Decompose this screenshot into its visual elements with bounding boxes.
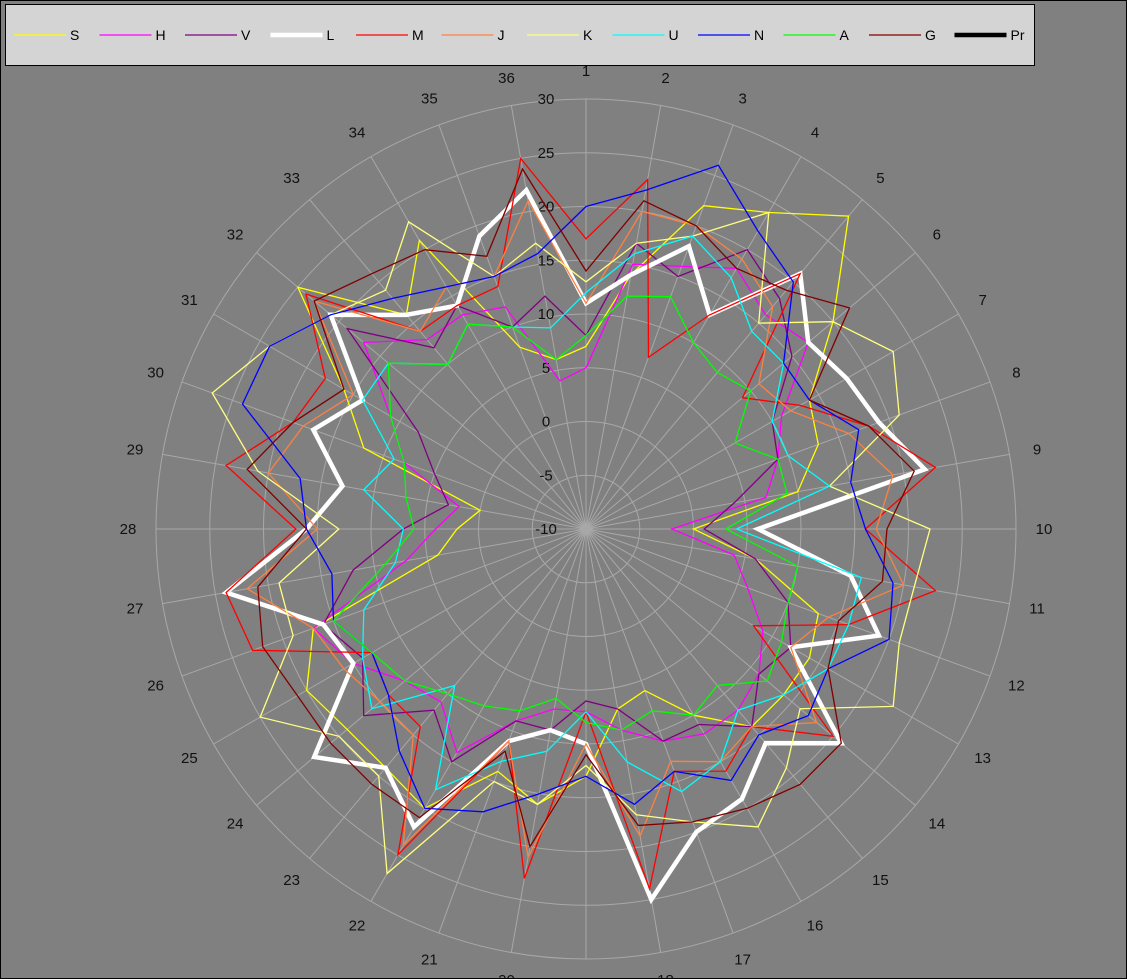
category-label: 28 [120, 521, 137, 538]
series-line-U [361, 235, 863, 793]
series-line-L [221, 186, 929, 905]
category-label: 25 [181, 750, 198, 767]
legend-label-V: V [241, 27, 251, 43]
category-label: 9 [1033, 441, 1041, 458]
spoke-line [510, 105, 587, 530]
legend-label-K: K [583, 27, 593, 43]
spoke-line [256, 252, 587, 530]
legend-label-Pr: Pr [1011, 27, 1025, 43]
spoke-line [370, 156, 587, 530]
legend-label-M: M [412, 27, 424, 43]
spoke-line [585, 528, 734, 934]
spoke-line [181, 381, 587, 530]
category-label: 32 [227, 227, 244, 244]
category-label: 14 [929, 815, 946, 832]
spoke-line [162, 528, 587, 605]
radial-tick-label: -5 [539, 467, 552, 484]
category-label: 36 [498, 70, 515, 87]
category-label: 1 [582, 63, 590, 80]
spoke-line [585, 124, 734, 530]
spoke-line [438, 528, 587, 934]
spoke-line [585, 528, 662, 953]
category-label: 20 [498, 972, 515, 978]
category-label: 2 [661, 70, 669, 87]
category-label: 4 [811, 124, 819, 141]
spoke-line [181, 528, 587, 677]
spoke-line [585, 528, 959, 745]
category-label: 12 [1008, 678, 1025, 695]
radial-tick-label: -10 [535, 521, 557, 538]
spoke-line [162, 453, 587, 530]
category-label: 7 [978, 292, 986, 309]
category-label: 18 [657, 972, 674, 978]
radial-tick-label: 0 [542, 414, 550, 431]
category-label: 21 [421, 951, 438, 968]
category-label: 5 [876, 170, 884, 187]
legend-label-U: U [669, 27, 679, 43]
series-line-A [332, 295, 799, 731]
spoke-line [585, 528, 916, 806]
category-label: 29 [127, 441, 144, 458]
category-label: 23 [283, 872, 300, 889]
legend-label-N: N [754, 27, 764, 43]
spoke-line [510, 528, 587, 953]
spoke-line [585, 105, 662, 530]
radial-tick-label: 15 [538, 252, 555, 269]
legend-label-H: H [156, 27, 166, 43]
legend-svg: S H V L M J K U N A G Pr [14, 27, 1025, 43]
category-label: 3 [738, 91, 746, 108]
legend-label-G: G [925, 27, 936, 43]
category-label: 35 [421, 91, 438, 108]
legend-label-J: J [498, 27, 505, 43]
category-label: 11 [1029, 601, 1045, 618]
spoke-line [585, 528, 863, 859]
category-label: 24 [227, 815, 244, 832]
category-label: 15 [872, 872, 889, 889]
category-label: 30 [147, 364, 164, 381]
category-label: 6 [933, 227, 941, 244]
spoke-line [370, 528, 587, 902]
radial-tick-label: 25 [538, 145, 555, 162]
legend-label-L: L [327, 27, 335, 43]
radial-tick-label: 10 [538, 306, 555, 323]
category-label: 34 [349, 124, 366, 141]
spoke-line [256, 528, 587, 806]
spoke-line [585, 199, 863, 530]
radial-tick-label: 5 [542, 360, 550, 377]
category-label: 33 [283, 170, 300, 187]
category-label: 17 [734, 951, 751, 968]
category-label: 26 [147, 678, 164, 695]
radial-tick-label: 30 [538, 91, 555, 108]
chart-legend: S H V L M J K U N A G Pr [5, 4, 1035, 66]
category-label: 27 [127, 601, 144, 618]
category-label: 10 [1036, 521, 1053, 538]
category-label: 16 [807, 918, 824, 935]
series-line-J [246, 199, 905, 860]
spoke-line [213, 528, 587, 745]
category-label: 13 [974, 750, 991, 767]
category-label: 8 [1012, 364, 1020, 381]
spoke-line [213, 313, 587, 530]
legend-label-S: S [70, 27, 79, 43]
legend-label-A: A [840, 27, 850, 43]
category-label: 31 [181, 292, 198, 309]
category-label: 22 [349, 918, 366, 935]
series-line-G [246, 167, 915, 849]
